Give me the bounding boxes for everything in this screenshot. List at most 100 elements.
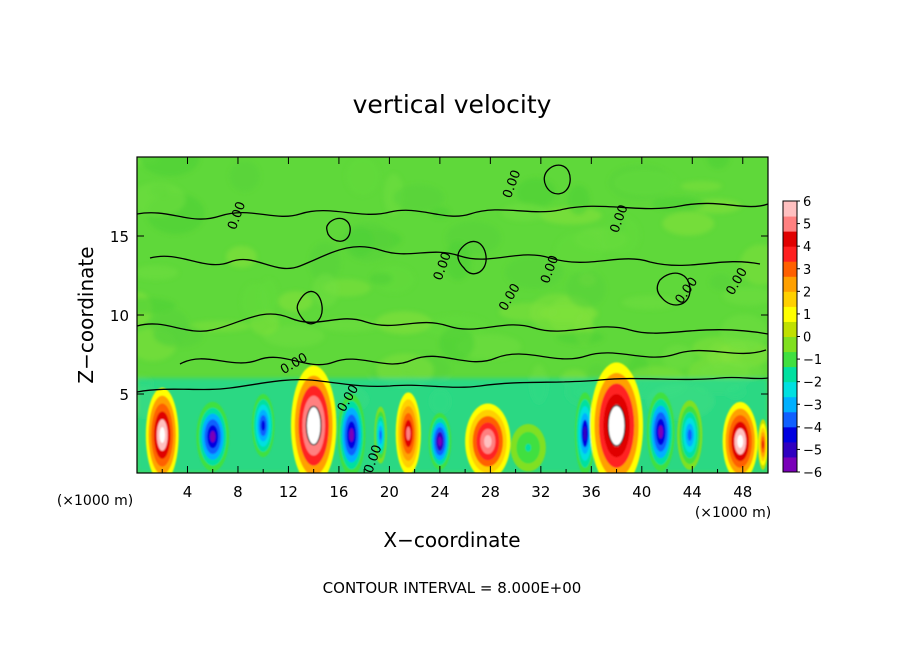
velocity-cell [465, 403, 511, 473]
texture-blob [137, 182, 186, 217]
cell-ring [687, 429, 692, 441]
cell-core-contour [607, 404, 626, 447]
cell-ring [737, 434, 744, 448]
y-tick-label: 5 [119, 386, 129, 404]
colorbar-tick-label: 2 [803, 285, 811, 300]
texture-blob [706, 157, 730, 169]
colorbar-swatch [783, 411, 797, 428]
texture-blob [241, 282, 270, 322]
cell-ring [658, 425, 664, 439]
contour-line [656, 272, 691, 306]
velocity-cell [677, 400, 703, 470]
colorbar-swatch [783, 456, 797, 473]
cell-ring [261, 420, 266, 431]
colorbar-tick-label: 1 [803, 308, 811, 323]
colorbar-swatch [783, 336, 797, 353]
velocity-cell [337, 394, 366, 473]
texture-blob [278, 291, 313, 312]
colorbar-swatch [783, 291, 797, 307]
texture-blob [499, 303, 558, 321]
texture-blob [369, 272, 393, 285]
x-tick-label: 16 [329, 483, 348, 501]
velocity-cell [590, 362, 644, 473]
colorbar-tick-label: −1 [803, 353, 822, 368]
velocity-cell [646, 392, 675, 472]
texture-blob [720, 314, 768, 350]
contour-interval-footer: CONTOUR INTERVAL = 8.000E+00 [323, 579, 582, 597]
velocity-cell [251, 394, 275, 458]
x-unit-right: (×1000 m) [695, 505, 771, 521]
texture-blob [567, 185, 590, 216]
texture-blob [722, 286, 768, 306]
texture-blob [516, 177, 556, 207]
velocity-cell [722, 401, 758, 473]
contour-line [543, 164, 571, 195]
cell-ring [437, 436, 442, 447]
colorbar-swatch [783, 381, 797, 398]
texture-blob [603, 215, 641, 255]
texture-blob [431, 207, 450, 219]
x-tick-label: 44 [683, 483, 702, 501]
texture-blob [661, 344, 695, 370]
colorbar-swatch [783, 261, 797, 277]
colorbar-swatch [783, 231, 797, 247]
colorbar-tick-label: 6 [803, 195, 811, 210]
texture-blob [347, 226, 374, 258]
x-tick-label: 32 [531, 483, 550, 501]
contour-line [137, 313, 768, 335]
texture-blob [662, 211, 715, 236]
texture-blob [697, 361, 764, 381]
colorbar-tick-label: 5 [803, 218, 811, 233]
chart-title: vertical velocity [353, 90, 552, 119]
colorbar-swatch [783, 441, 797, 458]
velocity-cell [574, 392, 596, 473]
colorbar: 6 5 4 3 2 1 0 −1 −2 −3 −4 −5 −6 [782, 195, 822, 481]
contour-line [326, 217, 351, 242]
velocity-cell [757, 419, 768, 470]
x-unit-left: (×1000 m) [57, 493, 133, 509]
texture-blob [505, 255, 564, 289]
x-axis: 4 8 12 16 20 24 28 32 36 40 44 48 [161, 157, 752, 501]
texture-blob [372, 265, 415, 294]
x-tick-label: 48 [733, 483, 752, 501]
contour-line [137, 376, 768, 393]
colorbar-swatch [783, 321, 797, 337]
x-tick-label: 8 [233, 483, 243, 501]
texture-blob [345, 157, 380, 196]
texture-blob [393, 184, 445, 212]
colorbar-swatch [783, 396, 797, 413]
texture-blob [739, 244, 768, 286]
contour-line [149, 246, 761, 270]
texture-blob [229, 160, 260, 192]
cell-ring [349, 428, 354, 442]
colorbar-tick-label: −6 [803, 466, 822, 481]
texture-blob [226, 245, 257, 268]
cell-ring [209, 430, 216, 443]
texture-blob [621, 295, 677, 310]
y-axis: 5 10 15 [110, 228, 768, 404]
cell-ring [406, 426, 411, 441]
colorbar-swatch [783, 426, 797, 443]
texture-blob [439, 326, 475, 361]
texture-blob [566, 269, 606, 308]
x-tick-label: 36 [582, 483, 601, 501]
texture-blob [709, 273, 733, 291]
texture-blob [140, 157, 200, 177]
texture-blob [680, 181, 723, 192]
velocity-cell [374, 406, 387, 464]
colorbar-tick-label: −2 [803, 376, 822, 391]
colorbar-swatch [783, 276, 797, 292]
colorbar-swatch [783, 351, 797, 368]
y-tick-label: 15 [110, 228, 129, 246]
contour-line [457, 240, 487, 275]
texture-blob [262, 324, 325, 348]
x-tick-label: 4 [183, 483, 193, 501]
x-axis-label: X−coordinate [383, 528, 520, 552]
y-axis-label: Z−coordinate [74, 246, 98, 383]
contour-line [179, 349, 767, 366]
plot-area [137, 157, 768, 473]
cell-ring [159, 427, 165, 443]
cell-ring [525, 443, 532, 452]
texture-blob [554, 232, 603, 273]
